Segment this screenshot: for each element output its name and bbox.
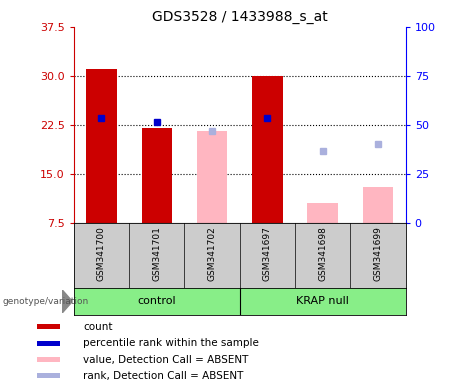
Bar [252, 76, 283, 223]
Polygon shape [62, 290, 72, 313]
FancyBboxPatch shape [37, 324, 60, 329]
Title: GDS3528 / 1433988_s_at: GDS3528 / 1433988_s_at [152, 10, 328, 25]
Text: GSM341700: GSM341700 [97, 226, 106, 281]
FancyBboxPatch shape [37, 373, 60, 379]
Bar [86, 70, 117, 223]
Text: KRAP null: KRAP null [296, 296, 349, 306]
Text: GSM341699: GSM341699 [373, 226, 383, 281]
Bar [307, 203, 338, 223]
Text: GSM341697: GSM341697 [263, 226, 272, 281]
Text: control: control [137, 296, 176, 306]
FancyBboxPatch shape [37, 341, 60, 346]
Text: GSM341698: GSM341698 [318, 226, 327, 281]
Bar [142, 128, 172, 223]
FancyBboxPatch shape [37, 357, 60, 362]
Text: percentile rank within the sample: percentile rank within the sample [83, 338, 259, 348]
Bar [197, 131, 227, 223]
Text: GSM341701: GSM341701 [152, 226, 161, 281]
Text: value, Detection Call = ABSENT: value, Detection Call = ABSENT [83, 354, 248, 364]
Bar [363, 187, 393, 223]
Text: genotype/variation: genotype/variation [2, 297, 89, 306]
Text: rank, Detection Call = ABSENT: rank, Detection Call = ABSENT [83, 371, 243, 381]
Text: GSM341702: GSM341702 [207, 226, 217, 281]
Text: count: count [83, 322, 112, 332]
